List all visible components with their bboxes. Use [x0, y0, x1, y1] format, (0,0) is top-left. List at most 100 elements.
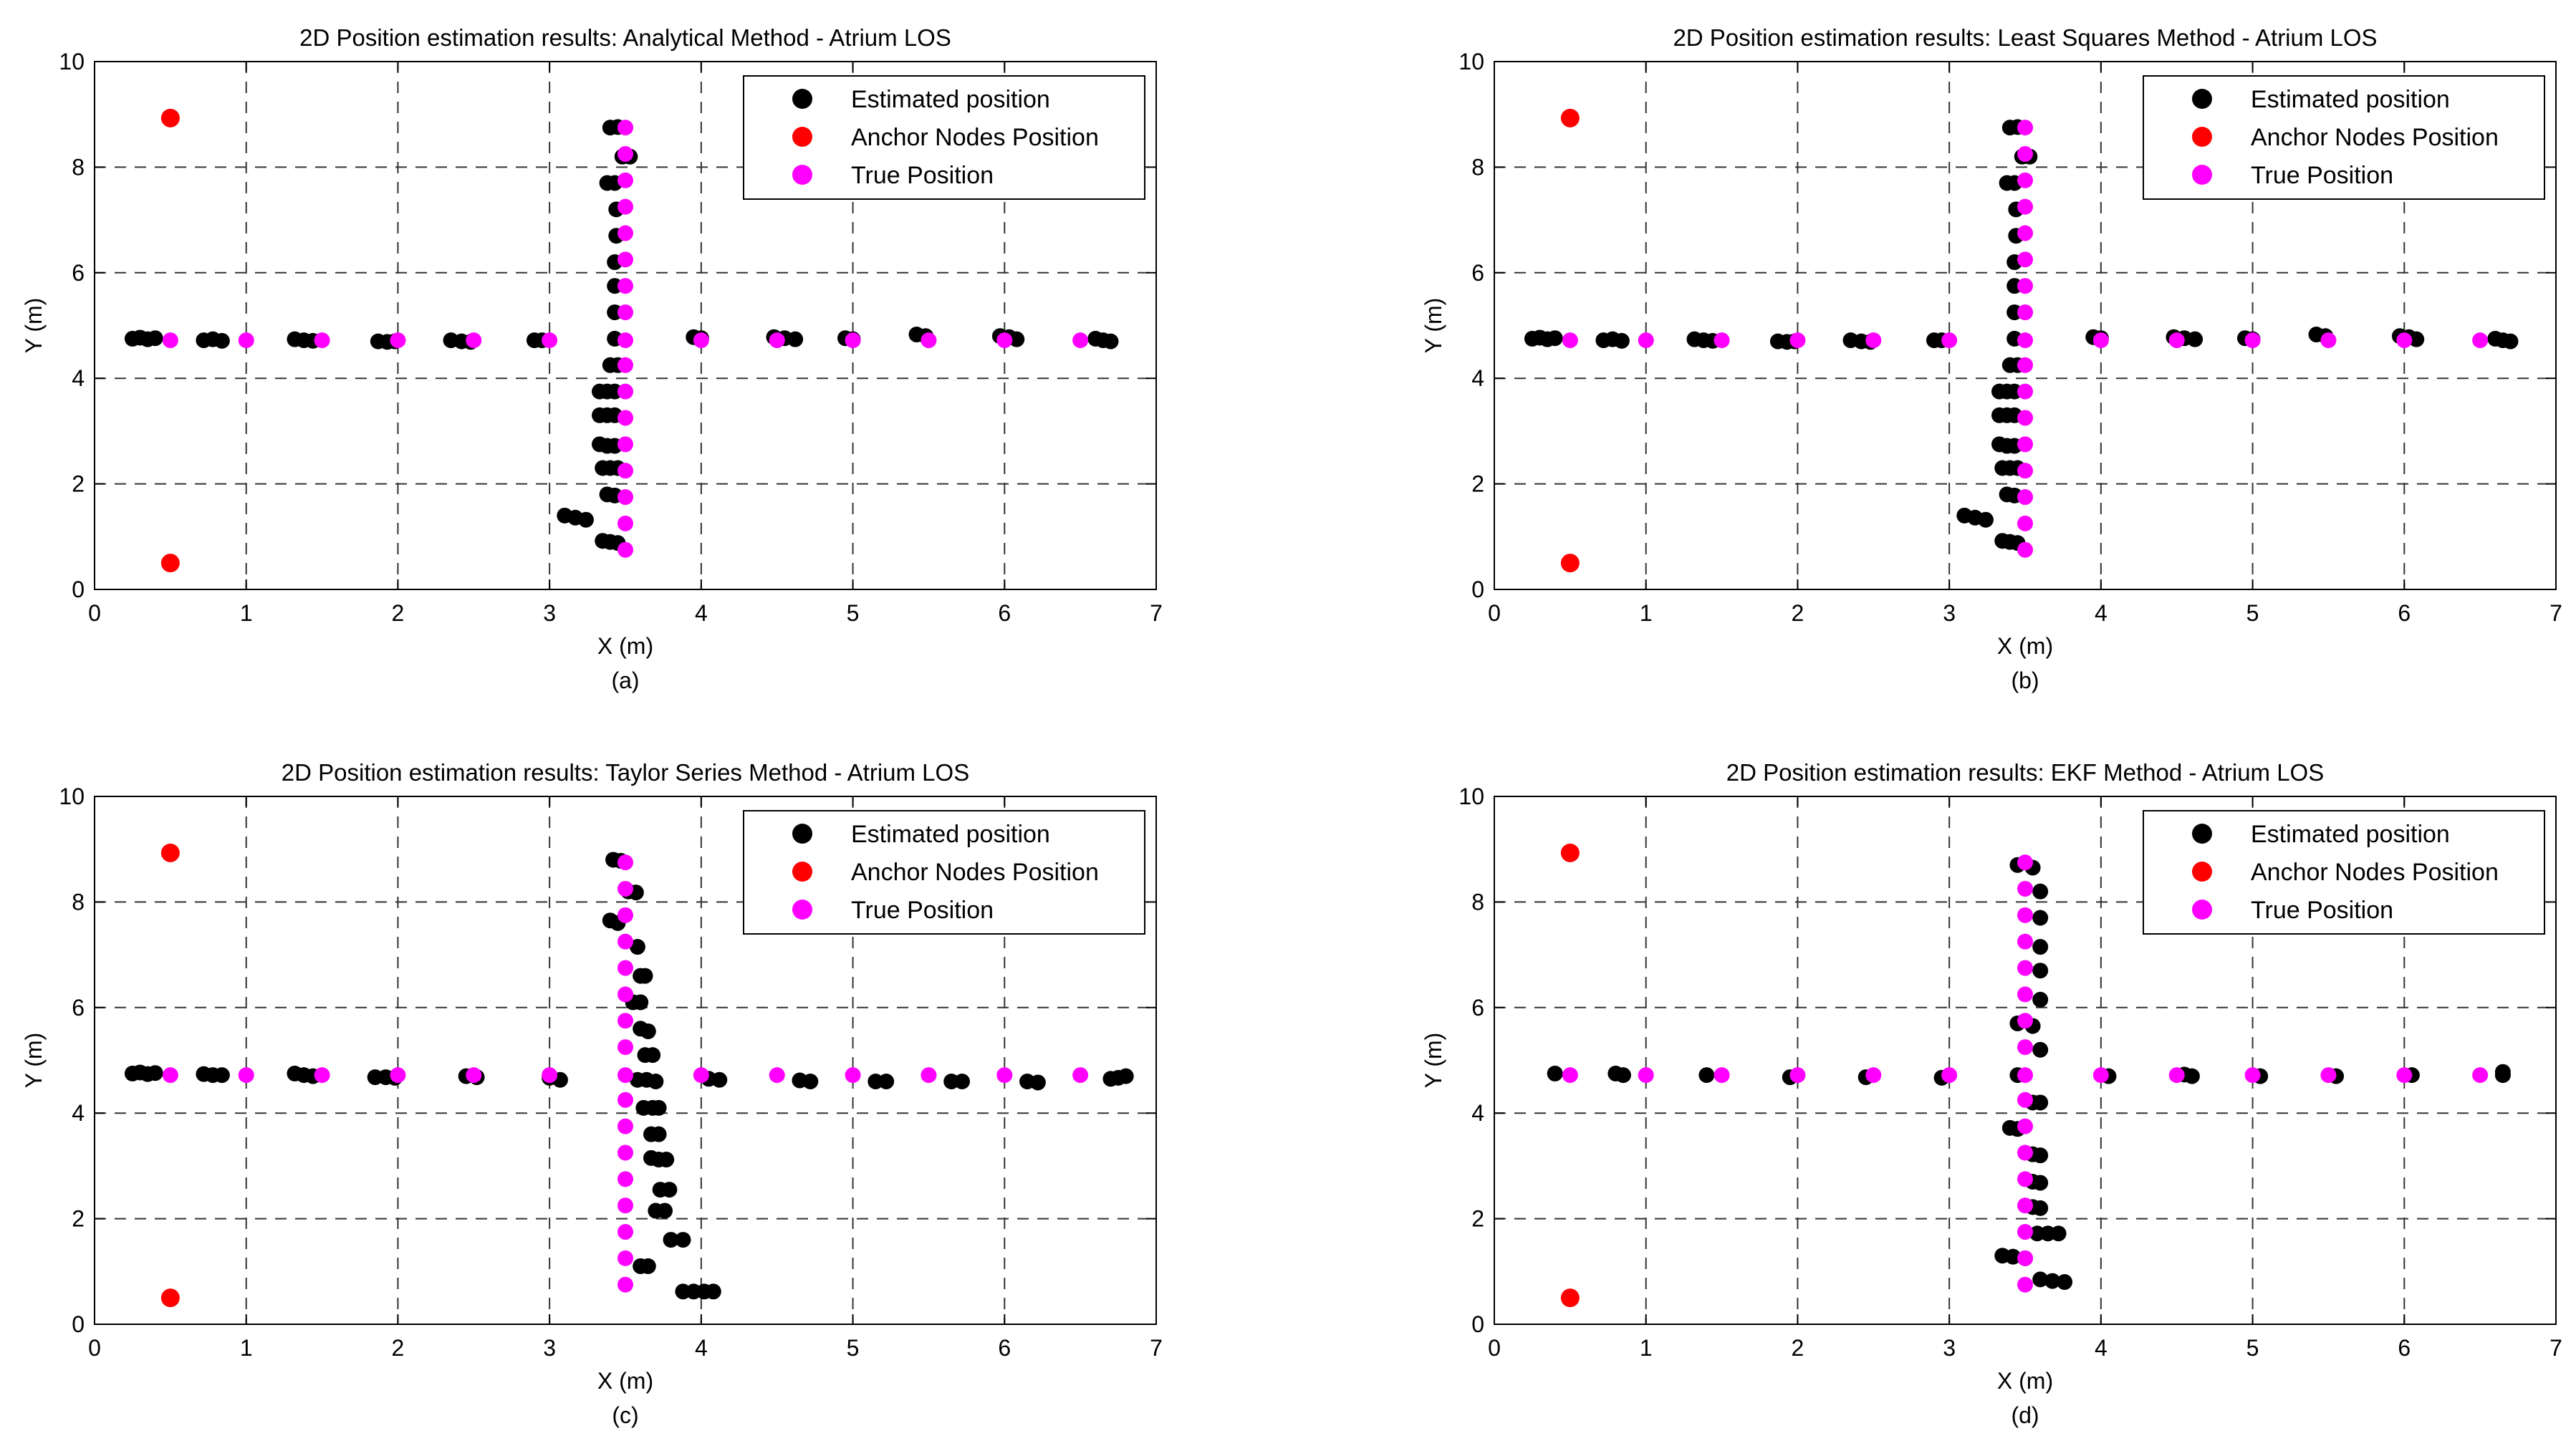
x-tick-label: 7	[2549, 1335, 2562, 1361]
data-point	[466, 1067, 482, 1084]
x-tick-label: 0	[88, 600, 101, 626]
chart-panel-a: 0 1 2 3 4 5 6 7 0 2 4 6 8 10 2D Position estimation re…	[21, 24, 1163, 693]
x-axis-label: X (m)	[597, 633, 653, 659]
data-point	[2472, 332, 2489, 349]
x-tick-label: 5	[2246, 600, 2259, 626]
data-point	[2183, 1068, 2200, 1084]
x-tick-label: 0	[88, 1335, 101, 1361]
data-point	[2032, 963, 2049, 979]
data-point	[2244, 1067, 2261, 1084]
data-point	[2017, 1250, 2033, 1266]
y-tick-label: 4	[1471, 365, 1484, 391]
data-point	[1941, 332, 1958, 349]
y-tick-label: 6	[72, 995, 85, 1021]
data-point	[2032, 883, 2049, 900]
data-point	[2032, 910, 2049, 926]
data-point	[617, 960, 633, 976]
data-point	[1562, 1067, 1578, 1084]
y-tick-label: 10	[1458, 49, 1484, 74]
x-tick-label: 0	[1488, 600, 1501, 626]
data-point	[617, 489, 633, 506]
data-point	[637, 968, 653, 984]
data-point	[2044, 1273, 2061, 1289]
y-tick-label: 0	[72, 577, 85, 602]
data-point	[617, 145, 633, 162]
data-point	[1029, 1074, 1046, 1091]
legend-label: True Position	[851, 897, 994, 924]
data-point	[617, 541, 633, 558]
data-point	[162, 1067, 178, 1084]
data-point	[1560, 554, 1580, 573]
data-point	[769, 332, 785, 349]
x-tick-label: 5	[2246, 1335, 2259, 1361]
legend-marker	[792, 900, 812, 920]
panel-caption: (c)	[612, 1402, 638, 1428]
legend-marker	[792, 824, 812, 844]
data-point	[954, 1073, 971, 1089]
y-tick-label: 10	[1458, 784, 1484, 809]
data-point	[2032, 1271, 2049, 1288]
y-tick-label: 6	[72, 260, 85, 286]
data-point	[542, 1067, 558, 1084]
data-point	[2017, 225, 2033, 241]
legend-label: Estimated position	[2251, 86, 2450, 113]
data-point	[617, 120, 633, 136]
x-tick-label: 6	[998, 1335, 1011, 1361]
data-point	[1865, 1067, 1882, 1084]
data-point	[2396, 332, 2413, 349]
data-point	[711, 1071, 728, 1088]
legend: Estimated position Anchor Nodes Position T…	[2143, 810, 2545, 935]
data-point	[238, 1067, 254, 1084]
chart-panel-b: 0 1 2 3 4 5 6 7 0 2 4 6 8 10 2D Position estimation re…	[1421, 24, 2562, 693]
data-point	[617, 1118, 633, 1134]
data-point	[648, 1073, 664, 1089]
y-tick-label: 4	[72, 1100, 85, 1126]
data-point	[2244, 332, 2261, 349]
data-point	[617, 357, 633, 373]
x-tick-label: 5	[847, 1335, 860, 1361]
data-point	[640, 1258, 656, 1274]
x-tick-label: 3	[543, 600, 556, 626]
legend: Estimated position Anchor Nodes Position T…	[2143, 75, 2545, 200]
data-point	[213, 1067, 230, 1084]
series-true-position	[1562, 854, 2489, 1293]
y-axis-label: Y (m)	[21, 298, 47, 354]
data-point	[921, 332, 937, 349]
data-point	[1613, 332, 1630, 349]
data-point	[645, 1047, 661, 1064]
series-true-position	[1562, 120, 2489, 558]
data-point	[640, 1023, 656, 1039]
data-point	[663, 1232, 679, 1248]
data-point	[2032, 939, 2049, 955]
data-point	[2017, 383, 2033, 400]
x-tick-label: 2	[392, 600, 405, 626]
data-point	[147, 1065, 163, 1081]
x-tick-label: 0	[1488, 1335, 1501, 1361]
legend-marker	[2192, 900, 2212, 920]
chart-panel-c: 0 1 2 3 4 5 6 7 0 2 4 6 8 10 2D Position estimation re…	[21, 759, 1163, 1428]
legend-marker	[792, 89, 812, 109]
panel-caption: (a)	[611, 668, 639, 693]
x-tick-label: 2	[1792, 600, 1804, 626]
data-point	[705, 1283, 721, 1300]
y-tick-label: 8	[72, 889, 85, 915]
data-point	[617, 1197, 633, 1214]
series-anchor-nodes-position	[160, 108, 180, 573]
data-point	[1865, 332, 1882, 349]
y-tick-label: 8	[1471, 889, 1484, 915]
data-point	[617, 1013, 633, 1029]
data-point	[693, 1067, 709, 1084]
data-point	[617, 933, 633, 950]
data-point	[1638, 332, 1654, 349]
data-point	[2502, 333, 2519, 350]
data-point	[390, 1067, 406, 1084]
data-point	[160, 554, 180, 573]
data-point	[2017, 1118, 2033, 1134]
legend-marker	[792, 127, 812, 147]
data-point	[1072, 1067, 1089, 1084]
y-tick-label: 8	[72, 154, 85, 180]
data-point	[650, 1099, 667, 1116]
data-point	[802, 1073, 819, 1089]
data-point	[2005, 1248, 2022, 1265]
